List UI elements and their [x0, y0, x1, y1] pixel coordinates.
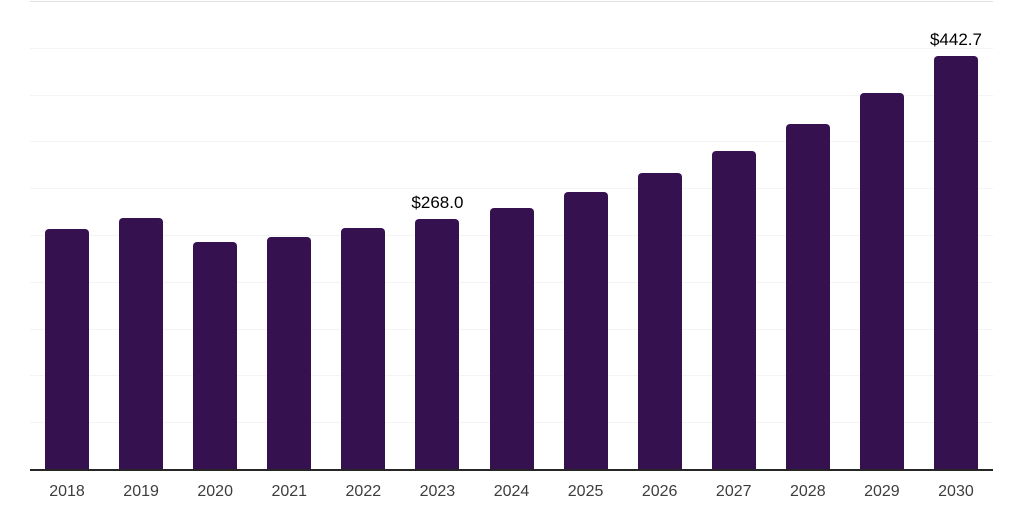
value-label-2030: $442.7 — [929, 29, 982, 49]
x-tick-2027: 2027 — [715, 483, 752, 500]
bar-2029 — [859, 93, 904, 470]
x-tick-2025: 2025 — [567, 483, 604, 500]
plot-area: $268.0 $442.7 — [30, 1, 993, 470]
bar-2030 — [933, 55, 978, 470]
bar-2026 — [637, 172, 682, 470]
bar-2020 — [193, 241, 238, 470]
gridline-350 — [30, 141, 993, 143]
x-axis-line — [30, 469, 993, 471]
bar-2025 — [563, 191, 608, 470]
bar-2019 — [119, 217, 164, 470]
x-tick-2026: 2026 — [641, 483, 678, 500]
bar-2023 — [415, 219, 460, 470]
gridline-500 — [30, 1, 993, 2]
value-label-2023: $268.0 — [411, 193, 464, 213]
gridline-450 — [30, 47, 993, 49]
x-tick-2030: 2030 — [938, 483, 974, 500]
x-tick-2028: 2028 — [790, 483, 826, 500]
x-tick-2018: 2018 — [49, 483, 85, 500]
gridline-400 — [30, 94, 993, 96]
bar-2028 — [785, 123, 830, 470]
x-tick-2023: 2023 — [419, 483, 456, 500]
x-tick-2022: 2022 — [345, 483, 382, 500]
x-tick-2021: 2021 — [271, 483, 308, 500]
gridline-300 — [30, 188, 993, 190]
bar-2021 — [267, 236, 312, 470]
bar-2022 — [341, 227, 386, 470]
x-tick-2019: 2019 — [123, 483, 159, 500]
x-tick-2020: 2020 — [197, 483, 233, 500]
x-tick-2024: 2024 — [493, 483, 530, 500]
bar-2024 — [489, 207, 534, 470]
bar-2027 — [711, 150, 756, 470]
x-tick-2029: 2029 — [864, 483, 900, 500]
bar-2018 — [45, 228, 90, 470]
